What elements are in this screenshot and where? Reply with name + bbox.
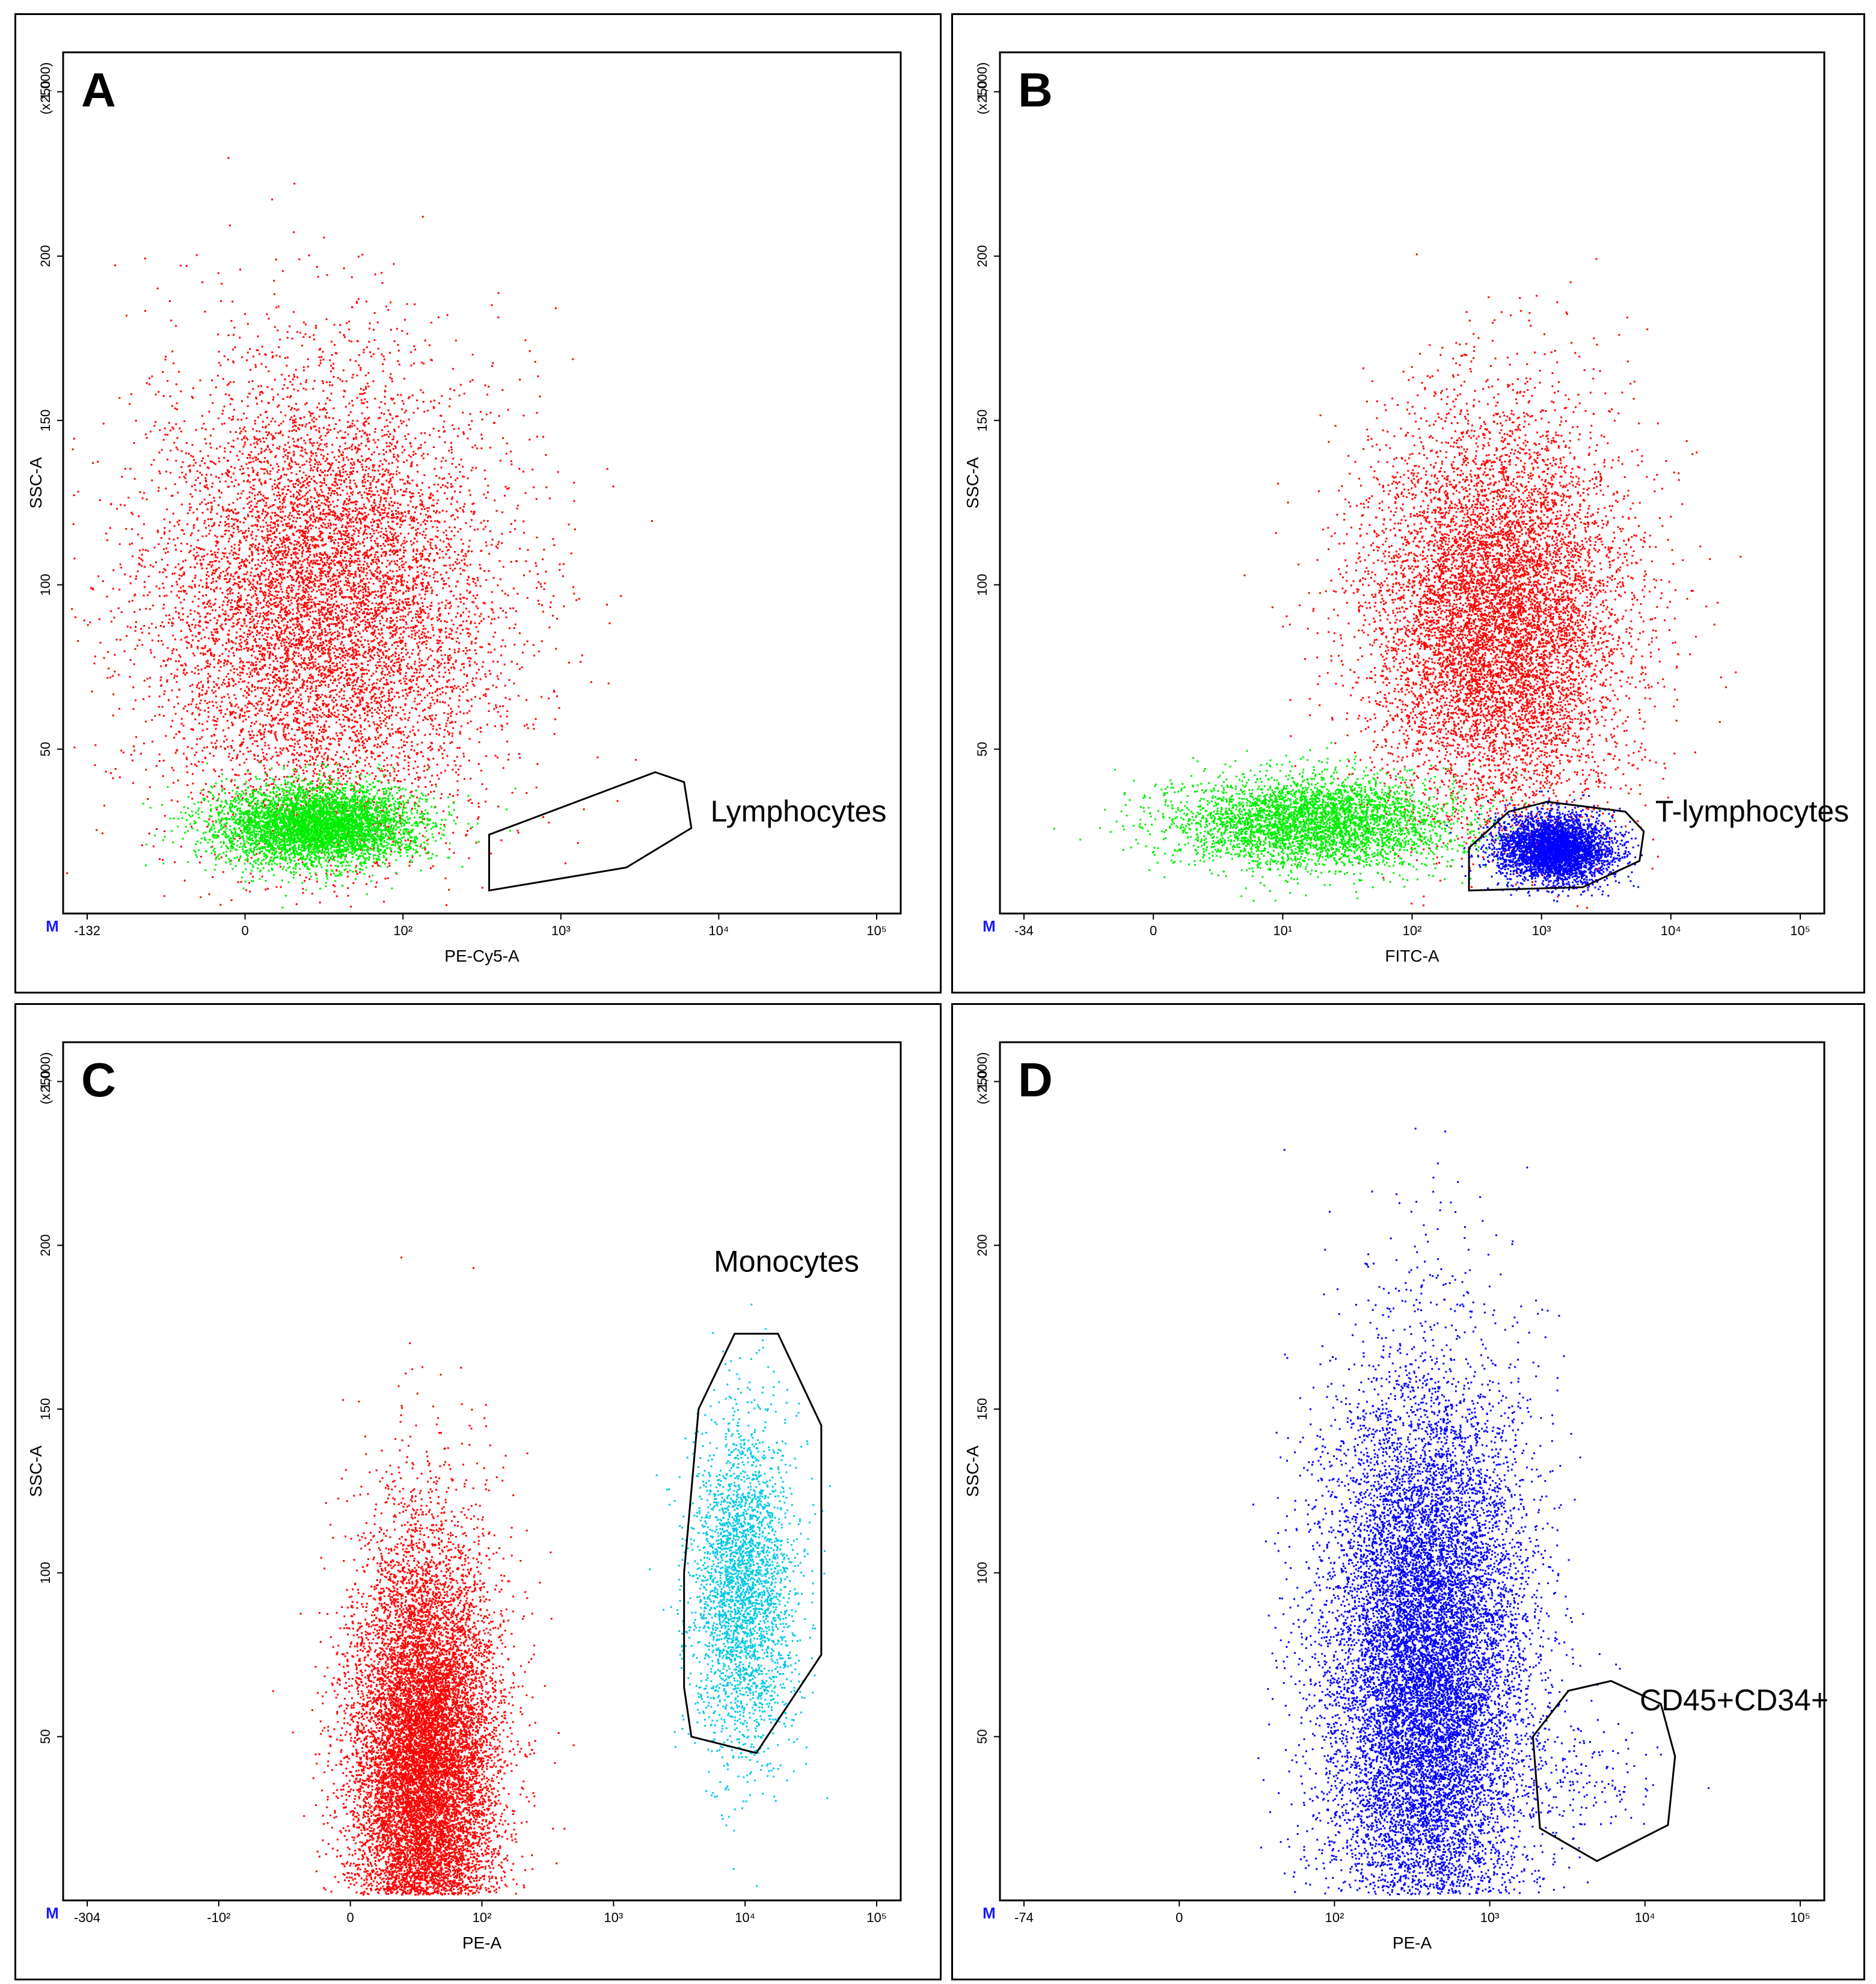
y-multiplier-label: (x 1,000) [38, 63, 53, 115]
x-tick-label: 10³ [604, 1910, 623, 1925]
x-tick-label: -74 [1014, 1910, 1034, 1925]
y-axis-title: SSC-A [963, 457, 982, 509]
x-tick-label: 10² [473, 1910, 492, 1925]
series-cd45-events [1252, 1128, 1621, 1896]
x-tick-label: -132 [74, 923, 100, 938]
y-tick-label: 150 [38, 1398, 53, 1420]
x-axis-title: PE-Cy5-A [444, 947, 520, 965]
gate-annotation: T-lymphocytes [1655, 794, 1849, 828]
y-tick-label: 150 [38, 410, 53, 432]
gate-monocytes [683, 1333, 823, 1754]
y-tick-label: 100 [975, 1562, 990, 1584]
series-other-events [66, 157, 653, 908]
x-tick-label: 10⁴ [735, 1910, 755, 1925]
y-tick-label: 200 [975, 245, 990, 268]
x-tick-label: -10² [207, 1910, 230, 1925]
y-tick-label: 200 [38, 1234, 53, 1256]
x-tick-label: 10³ [551, 923, 571, 938]
y-multiplier-label: (x 1,000) [975, 63, 990, 115]
gate-cd45-cd34- [1531, 1680, 1676, 1863]
panel-letter: C [81, 1053, 116, 1107]
chart-svg-c: 50 100 150 200 250(x 1,000) SSC-A -304 -10² 0 10²… [26, 1041, 902, 1952]
x-axis-title: PE-A [462, 1933, 502, 1952]
chart-svg-d: 50 100 150 200 250(x 1,000) SSC-A -74 0 10² 10³ 10… [963, 1041, 1828, 1952]
panel-letter: A [81, 63, 116, 117]
x-tick-label: 10⁵ [866, 1910, 887, 1925]
y-tick-label: 250 [38, 1070, 53, 1093]
axis-marker: M [982, 917, 996, 935]
series-t-lymphocytes [1446, 790, 1643, 903]
x-tick-label: 10⁴ [1661, 923, 1681, 938]
x-tick-label: 0 [1176, 1910, 1183, 1925]
y-tick-label: 250 [38, 81, 53, 103]
y-tick-label: 50 [975, 1729, 990, 1743]
x-tick-label: 10¹ [1273, 923, 1292, 938]
series-lymphocytes [1053, 742, 1600, 902]
axis-marker: M [46, 1904, 59, 1922]
x-tick-label: 0 [1150, 923, 1157, 938]
x-tick-label: 10⁵ [1790, 923, 1810, 938]
y-multiplier-label: (x 1,000) [38, 1052, 53, 1105]
gate-annotation: CD45+CD34+ [1640, 1683, 1828, 1717]
panel-c: 50 100 150 200 250 (x 1,000) SSC-A -304 -10² 0 10²… [14, 1003, 942, 1980]
series-other-events [272, 1256, 575, 1896]
y-multiplier-label: (x 1,000) [975, 1052, 990, 1105]
series-monocytes [649, 1303, 831, 1887]
y-tick-label: 200 [975, 1234, 990, 1256]
x-axis-title: PE-A [1393, 1933, 1432, 1952]
x-tick-label: 10² [1403, 923, 1422, 938]
y-axis-title: SSC-A [26, 457, 45, 509]
y-tick-label: 100 [975, 574, 990, 596]
x-tick-label: 10⁴ [1635, 1910, 1655, 1925]
chart-svg-a: 50 100 150 200 250(x 1,000) SSC-A -132 0 10² 10³ 1… [26, 51, 902, 965]
y-tick-label: 50 [38, 742, 53, 756]
series-cd45-cd34- [1479, 1703, 1710, 1872]
x-tick-label: 10⁴ [708, 923, 729, 938]
gate-t-lymphocytes [1468, 800, 1645, 892]
gate-lymphocytes [488, 771, 693, 892]
panel-b: 50 100 150 200 250 (x 1,000) SSC-A -34 0 10¹ 10² 10… [951, 13, 1865, 994]
x-tick-label: 10² [1325, 1910, 1344, 1925]
x-axis-title: FITC-A [1385, 947, 1439, 965]
y-axis-title: SSC-A [963, 1445, 982, 1497]
y-tick-label: 200 [38, 245, 53, 268]
x-tick-label: 10² [393, 923, 412, 938]
x-tick-label: 10³ [1532, 923, 1551, 938]
y-tick-label: 100 [38, 1562, 53, 1584]
y-tick-label: 150 [975, 410, 990, 432]
x-tick-label: 10⁵ [1790, 1910, 1810, 1925]
x-tick-label: 0 [347, 1910, 354, 1925]
panel-letter: D [1018, 1053, 1053, 1107]
plot-area [62, 1041, 902, 1902]
x-tick-label: 10⁵ [866, 923, 887, 938]
panel-letter: B [1018, 63, 1053, 117]
x-tick-label: -304 [74, 1910, 100, 1925]
x-tick-label: 10³ [1480, 1910, 1500, 1925]
x-tick-label: 0 [241, 923, 248, 938]
gate-annotation: Lymphocytes [711, 794, 887, 828]
axis-marker: M [982, 1904, 996, 1922]
y-tick-label: 50 [38, 1729, 53, 1743]
chart-svg-b: 50 100 150 200 250(x 1,000) SSC-A -34 0 10¹ 10² 10… [963, 51, 1849, 965]
y-tick-label: 50 [975, 742, 990, 756]
y-tick-label: 250 [975, 81, 990, 103]
panel-d: 50 100 150 200 250 (x 1,000) SSC-A -74 0 10² 10³ 10… [951, 1003, 1865, 1980]
gate-annotation: Monocytes [714, 1244, 859, 1278]
y-tick-label: 250 [975, 1070, 990, 1093]
y-tick-label: 150 [975, 1398, 990, 1420]
axis-marker: M [46, 917, 59, 935]
panel-a: 50 100 150 200 250 (x 1,000) SSC-A -132 0 10² 10³ 1… [14, 13, 942, 994]
y-tick-label: 100 [38, 574, 53, 596]
x-tick-label: -34 [1014, 923, 1034, 938]
y-axis-title: SSC-A [26, 1445, 45, 1497]
series-lymphocytes [142, 758, 517, 909]
